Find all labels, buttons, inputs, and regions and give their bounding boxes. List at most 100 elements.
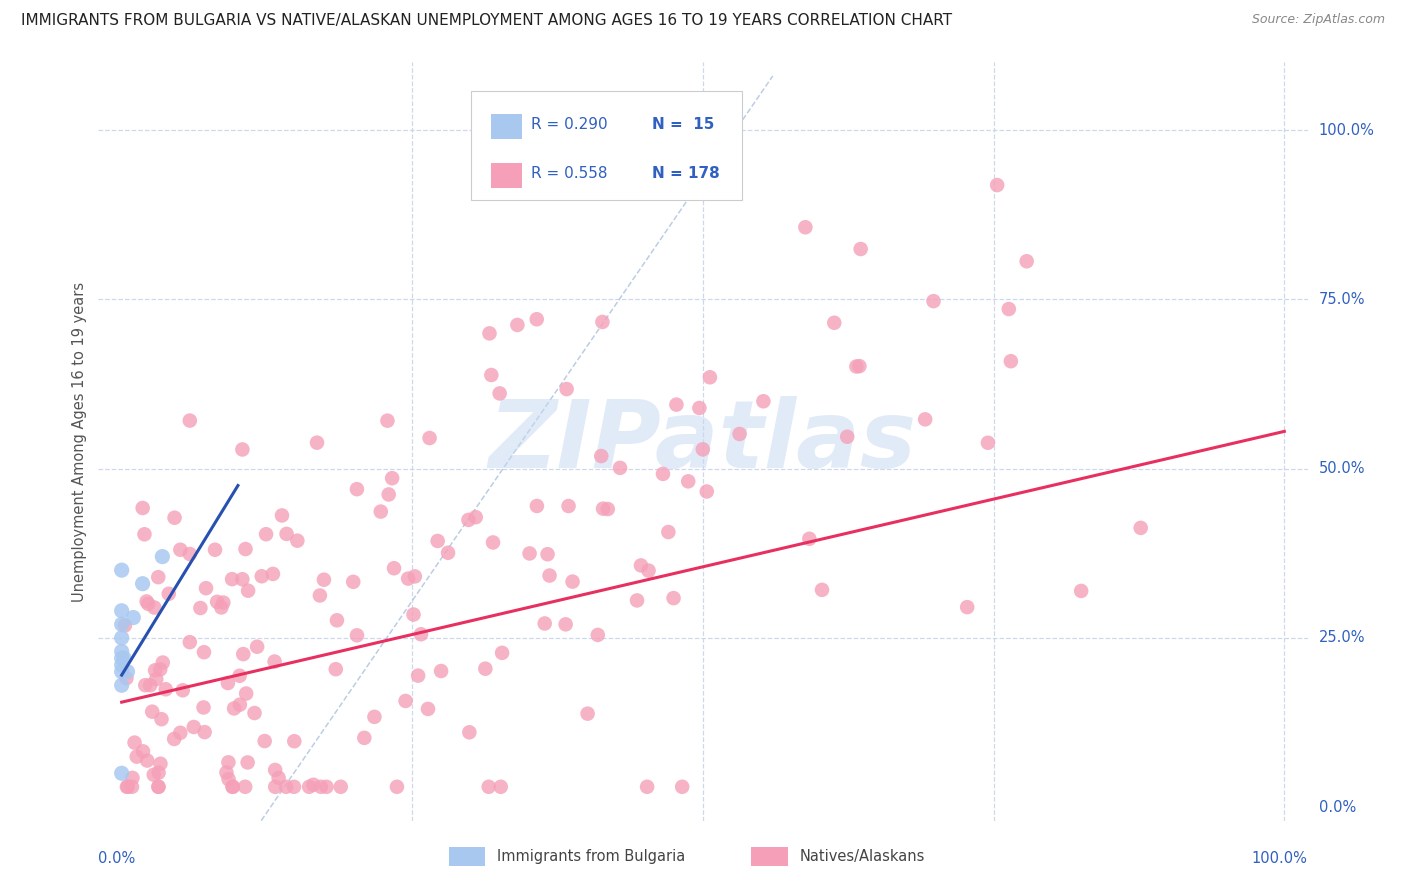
Point <box>125 749 148 764</box>
Point <box>665 398 688 412</box>
Point <box>385 780 408 794</box>
Point <box>404 569 426 583</box>
Point <box>217 756 239 770</box>
Text: 100.0%: 100.0% <box>1251 851 1308 866</box>
Point <box>136 597 159 611</box>
Point <box>406 668 429 682</box>
Point <box>474 662 496 676</box>
Point <box>221 780 243 794</box>
Point <box>193 645 215 659</box>
Point <box>163 731 186 746</box>
Point <box>596 502 619 516</box>
Point <box>132 744 155 758</box>
Point <box>845 359 868 374</box>
Point <box>136 754 159 768</box>
Point <box>353 731 375 745</box>
Point <box>163 510 186 524</box>
Text: 0.0%: 0.0% <box>98 851 135 866</box>
Point <box>145 672 167 686</box>
Point <box>636 780 658 794</box>
Point <box>285 533 308 548</box>
Point <box>998 301 1021 316</box>
Point <box>233 780 256 794</box>
Point <box>179 635 201 649</box>
Point <box>232 647 254 661</box>
Point <box>586 628 609 642</box>
Point <box>591 449 613 463</box>
Point <box>526 312 548 326</box>
Point <box>150 549 173 564</box>
Point <box>1070 583 1092 598</box>
Point <box>409 627 432 641</box>
Point <box>209 600 232 615</box>
Point <box>637 564 659 578</box>
Point <box>111 604 134 618</box>
Point <box>676 475 699 489</box>
Point <box>363 710 385 724</box>
Point <box>236 756 259 770</box>
Point <box>139 678 162 692</box>
Point <box>692 442 714 457</box>
Point <box>652 467 675 481</box>
Point <box>263 655 285 669</box>
Point <box>394 694 416 708</box>
Text: Immigrants from Bulgaria: Immigrants from Bulgaria <box>498 849 686 863</box>
Point <box>195 581 218 595</box>
Point <box>426 533 449 548</box>
Point <box>231 442 253 457</box>
Point <box>149 756 172 771</box>
Point <box>190 601 212 615</box>
Point <box>630 558 652 573</box>
Point <box>478 780 501 794</box>
Point <box>142 768 165 782</box>
Point <box>141 705 163 719</box>
Point <box>554 617 576 632</box>
Point <box>728 426 751 441</box>
Point <box>526 499 548 513</box>
Text: ZIPatlas: ZIPatlas <box>489 395 917 488</box>
Point <box>135 594 157 608</box>
Point <box>478 326 501 341</box>
Point <box>235 687 257 701</box>
Point <box>956 600 979 615</box>
Point <box>416 702 439 716</box>
Point <box>922 294 945 309</box>
FancyBboxPatch shape <box>492 114 522 139</box>
Point <box>305 435 328 450</box>
Point <box>121 780 143 794</box>
Point <box>1129 521 1152 535</box>
Point <box>662 591 685 606</box>
Text: 0.0%: 0.0% <box>1319 799 1355 814</box>
Point <box>329 780 352 794</box>
Point <box>111 644 134 658</box>
Point <box>131 500 153 515</box>
Point <box>302 778 325 792</box>
Point <box>688 401 710 415</box>
Point <box>212 596 235 610</box>
Point <box>533 616 555 631</box>
Point <box>143 663 166 677</box>
Point <box>488 386 510 401</box>
Point <box>112 651 135 665</box>
Point <box>114 618 136 632</box>
Point <box>402 607 425 622</box>
Point <box>482 535 505 549</box>
Point <box>794 220 817 235</box>
Point <box>131 576 153 591</box>
Point <box>134 527 156 541</box>
Point <box>222 701 245 715</box>
Point <box>148 780 170 794</box>
Point <box>111 617 134 632</box>
Point <box>458 725 481 739</box>
Text: R = 0.558: R = 0.558 <box>531 166 607 181</box>
Point <box>538 568 561 582</box>
Point <box>111 678 134 692</box>
Point <box>1015 254 1038 268</box>
Point <box>149 662 172 676</box>
Point <box>204 542 226 557</box>
Point <box>464 510 486 524</box>
Point <box>315 780 337 794</box>
Point <box>172 683 194 698</box>
Point <box>264 763 287 777</box>
Point <box>179 413 201 427</box>
